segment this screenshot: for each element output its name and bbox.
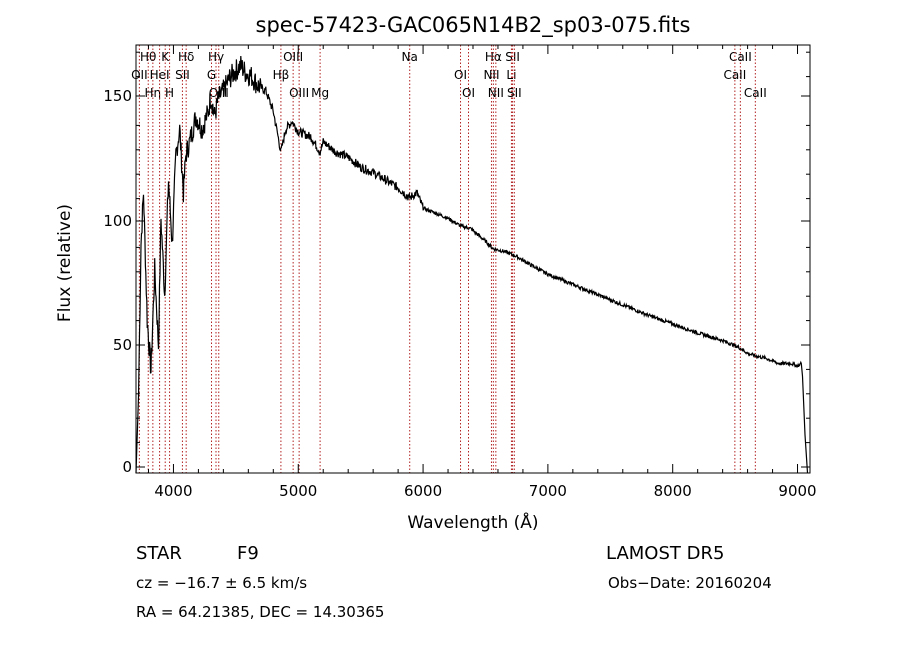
spectral-line-label-18: Hα: [485, 50, 502, 64]
spectral-line-label-7: SII: [175, 68, 190, 82]
spectral-line-label-1: OII: [131, 68, 148, 82]
spectral-line-label-9: Hγ: [208, 50, 224, 64]
x-tick-label-0: 4000: [154, 482, 192, 500]
y-tick-label-2: 100: [103, 212, 132, 230]
subclass-label: F9: [237, 543, 259, 564]
spectral-line-label-2: Hη: [145, 86, 162, 100]
object-class-label: STAR: [136, 543, 182, 564]
coords-label: RA = 64.21385, DEC = 14.30365: [136, 603, 384, 621]
spectral-line-label-26: CaII: [744, 86, 767, 100]
spectral-line-markers: HθOIIHηKHeIHHδSIIOIIIHγGOIIIOIIIHβMgNaOI…: [131, 45, 767, 473]
spectral-line-label-12: OIII: [283, 50, 303, 64]
spectral-line-label-24: CaII: [729, 50, 752, 64]
spectral-line-label-20: NII: [488, 86, 504, 100]
y-tick-label-0: 0: [122, 458, 132, 476]
y-tick-label-3: 150: [103, 87, 132, 105]
spectral-line-label-21: SII: [505, 50, 520, 64]
spectral-line-label-3: K: [161, 50, 170, 64]
plot-area: [135, 55, 809, 474]
x-tick-label-3: 7000: [529, 482, 567, 500]
spectral-line-label-4: HeI: [150, 68, 170, 82]
spectral-line-label-14: Mg: [311, 86, 329, 100]
spectral-line-label-17: OI: [462, 86, 475, 100]
chart-title: spec-57423-GAC065N14B2_sp03-075.fits: [256, 13, 691, 38]
y-axis-title: Flux (relative): [55, 204, 75, 322]
spectral-line-label-19: NII: [483, 68, 499, 82]
spectrum-series: [135, 55, 809, 474]
axes: 4000 5000 6000 7000 8000 9000 0 50 100 150: [103, 44, 817, 500]
spectral-line-label-25: CaII: [723, 68, 746, 82]
y-tick-label-1: 50: [113, 336, 132, 354]
spectral-line-label-10: G: [207, 68, 216, 82]
x-tick-label-2: 6000: [404, 482, 442, 500]
spectral-line-label-6: Hδ: [178, 50, 194, 64]
spectral-line-label-11: OIII: [289, 86, 309, 100]
spectral-line-label-5: H: [165, 86, 174, 100]
spectral-line-label-23: SII: [507, 86, 522, 100]
spectral-line-label-13: Hβ: [273, 68, 290, 82]
x-tick-label-1: 5000: [279, 482, 317, 500]
x-tick-label-5: 9000: [778, 482, 816, 500]
plot-frame: [135, 44, 811, 474]
survey-label: LAMOST DR5: [606, 543, 724, 564]
spectral-line-label-16: OI: [454, 68, 467, 82]
obs-date-label: Obs−Date: 20160204: [608, 574, 772, 592]
cz-label: cz = −16.7 ± 6.5 km/s: [136, 574, 307, 592]
spectral-line-label-15: Na: [402, 50, 418, 64]
x-axis-title: Wavelength (Å): [407, 511, 538, 533]
spectral-line-label-22: Li: [506, 68, 516, 82]
spectral-line-label-0: Hθ: [140, 50, 156, 64]
x-tick-label-4: 8000: [654, 482, 692, 500]
